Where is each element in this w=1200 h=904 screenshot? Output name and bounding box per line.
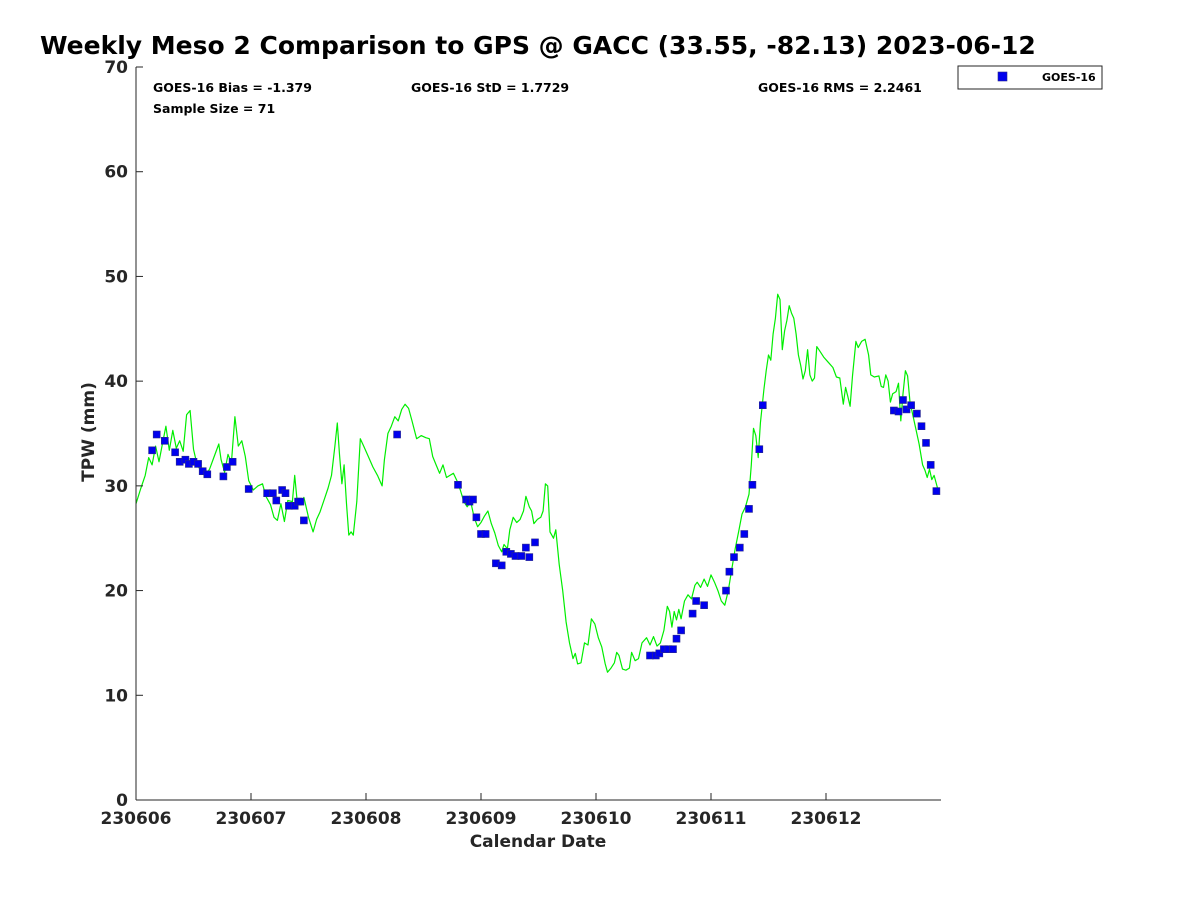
y-axis-label: TPW (mm) — [79, 382, 99, 482]
legend-marker-goes16 — [997, 71, 1008, 82]
legend: GOES-16 — [957, 65, 1103, 90]
goes16-point — [730, 553, 738, 561]
legend-box — [957, 65, 1103, 90]
y-tick-label: 10 — [104, 686, 128, 706]
x-tick-label: 230611 — [676, 809, 747, 829]
goes16-point — [481, 530, 490, 538]
y-tick-label: 70 — [104, 58, 128, 78]
x-axis-label: Calendar Date — [470, 832, 607, 852]
x-tick-label: 230612 — [791, 809, 862, 829]
goes16-point — [894, 407, 903, 416]
goes16-point — [735, 543, 744, 552]
goes16-point — [517, 552, 526, 560]
x-tick-label: 230606 — [101, 809, 172, 829]
goes16-point — [244, 485, 253, 493]
gps-line-layer — [135, 293, 939, 673]
goes16-point — [219, 472, 228, 481]
goes16-point — [522, 543, 530, 552]
bias-stat: GOES-16 Bias = -1.379 — [153, 80, 312, 95]
goes16-point — [758, 401, 767, 410]
std-stat: GOES-16 StD = 1.7729 — [411, 80, 569, 95]
goes16-point — [677, 626, 685, 635]
x-tick-label: 230608 — [331, 809, 402, 829]
goes16-point — [281, 489, 290, 498]
chart-title: Weekly Meso 2 Comparison to GPS @ GACC (… — [40, 31, 1036, 60]
goes16-point — [922, 439, 930, 447]
goes16-point — [272, 496, 281, 505]
goes16-point — [700, 601, 708, 610]
goes16-point — [223, 463, 231, 471]
goes16-point — [525, 553, 534, 561]
y-ticks: 0 10 20 30 40 50 60 70 — [104, 58, 143, 811]
goes16-point — [469, 495, 477, 504]
x-tick-label: 230609 — [446, 809, 517, 829]
plot-area: 0 10 20 30 40 50 60 70 230606 230607 230608 230609… — [101, 58, 941, 829]
goes16-point — [913, 409, 921, 418]
goes16-point — [148, 446, 156, 455]
goes16-point — [755, 445, 764, 454]
x-tick-label: 230610 — [561, 809, 632, 829]
axes — [135, 67, 941, 801]
goes16-point — [669, 645, 677, 654]
goes16-point — [725, 567, 734, 576]
goes16-point — [740, 530, 749, 538]
goes16-point — [393, 430, 401, 439]
y-tick-label: 50 — [104, 267, 128, 287]
goes16-point — [269, 489, 277, 498]
goes16-point — [672, 634, 681, 643]
y-tick-label: 40 — [104, 372, 128, 392]
goes16-point — [531, 538, 539, 547]
goes16-point — [688, 609, 697, 618]
y-tick-label: 30 — [104, 477, 128, 497]
goes16-point — [497, 561, 506, 570]
goes16-point — [692, 597, 700, 605]
goes16-point — [907, 401, 915, 410]
goes16-point — [194, 460, 202, 468]
x-tick-label: 230607 — [216, 809, 287, 829]
goes16-points-layer — [148, 396, 941, 660]
legend-label-goes16: GOES-16 — [1042, 71, 1096, 84]
goes16-point — [902, 405, 911, 414]
goes16-point — [745, 505, 753, 513]
goes16-point — [203, 470, 212, 479]
goes16-point — [228, 457, 237, 466]
goes16-point — [171, 448, 179, 457]
goes16-point — [152, 430, 161, 439]
goes16-point — [161, 436, 169, 445]
goes16-point — [454, 480, 462, 489]
x-ticks: 230606 230607 230608 230609 230610 230611 2306… — [101, 793, 862, 829]
goes16-point — [722, 586, 730, 595]
y-tick-label: 20 — [104, 582, 128, 602]
goes16-point — [296, 497, 305, 506]
goes16-point — [748, 480, 757, 489]
goes16-point — [472, 513, 481, 522]
y-tick-label: 60 — [104, 163, 128, 183]
y-tick-label: 0 — [116, 791, 128, 811]
goes16-point — [899, 396, 907, 404]
goes16-point — [917, 422, 926, 431]
goes16-point — [926, 461, 935, 469]
goes16-point — [932, 487, 941, 495]
sample-size-stat: Sample Size = 71 — [153, 101, 275, 116]
rms-stat: GOES-16 RMS = 2.2461 — [758, 80, 922, 95]
gps-tpw-line — [135, 293, 939, 673]
goes16-point — [655, 649, 664, 658]
goes16-point — [300, 516, 308, 525]
